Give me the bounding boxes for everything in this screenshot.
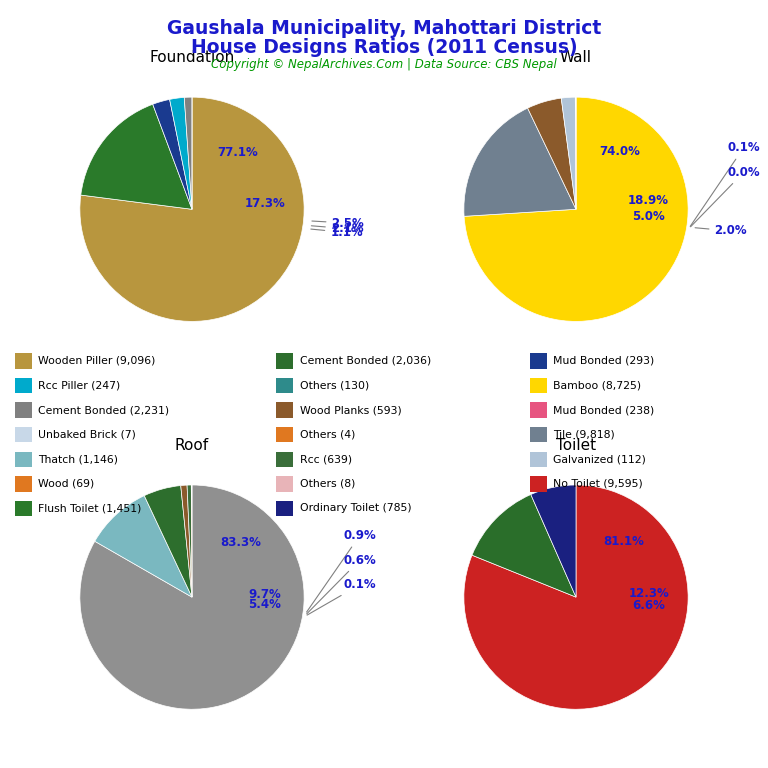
Wedge shape <box>472 495 576 598</box>
Text: Wood (69): Wood (69) <box>38 478 94 489</box>
Text: 0.1%: 0.1% <box>307 578 376 615</box>
Wedge shape <box>464 108 576 217</box>
Wedge shape <box>184 98 192 209</box>
Text: Cement Bonded (2,231): Cement Bonded (2,231) <box>38 405 170 415</box>
Text: Ordinary Toilet (785): Ordinary Toilet (785) <box>300 503 411 514</box>
Text: 74.0%: 74.0% <box>600 144 641 157</box>
Text: Unbaked Brick (7): Unbaked Brick (7) <box>38 429 136 440</box>
Text: 17.3%: 17.3% <box>244 197 285 210</box>
Text: Flush Toilet (1,451): Flush Toilet (1,451) <box>38 503 142 514</box>
Wedge shape <box>80 485 304 709</box>
Text: Copyright © NepalArchives.Com | Data Source: CBS Nepal: Copyright © NepalArchives.Com | Data Sou… <box>211 58 557 71</box>
Wedge shape <box>80 98 304 321</box>
Text: Cement Bonded (2,036): Cement Bonded (2,036) <box>300 356 431 366</box>
Text: Others (4): Others (4) <box>300 429 355 440</box>
Text: House Designs Ratios (2011 Census): House Designs Ratios (2011 Census) <box>190 38 578 58</box>
Text: 2.0%: 2.0% <box>695 224 747 237</box>
Text: 81.1%: 81.1% <box>603 535 644 548</box>
Text: 5.0%: 5.0% <box>632 210 665 223</box>
Text: Galvanized (112): Galvanized (112) <box>553 454 646 465</box>
Wedge shape <box>187 485 192 598</box>
Wedge shape <box>464 98 688 321</box>
Text: No Toilet (9,595): No Toilet (9,595) <box>553 478 643 489</box>
Title: Foundation: Foundation <box>149 50 235 65</box>
Text: 77.1%: 77.1% <box>217 146 258 159</box>
Text: 0.9%: 0.9% <box>306 529 376 612</box>
Text: 9.7%: 9.7% <box>249 588 281 601</box>
Text: 0.0%: 0.0% <box>690 166 760 227</box>
Text: Mud Bonded (293): Mud Bonded (293) <box>553 356 654 366</box>
Wedge shape <box>528 98 576 209</box>
Text: 0.6%: 0.6% <box>306 554 376 614</box>
Title: Toilet: Toilet <box>556 438 596 453</box>
Text: 18.9%: 18.9% <box>628 194 669 207</box>
Text: Rcc (639): Rcc (639) <box>300 454 352 465</box>
Text: Others (130): Others (130) <box>300 380 369 391</box>
Text: 5.4%: 5.4% <box>248 598 281 611</box>
Wedge shape <box>94 495 192 598</box>
Text: Bamboo (8,725): Bamboo (8,725) <box>553 380 641 391</box>
Title: Wall: Wall <box>560 50 592 65</box>
Wedge shape <box>464 485 688 710</box>
Text: 12.3%: 12.3% <box>628 587 669 600</box>
Wedge shape <box>170 98 192 209</box>
Text: 83.3%: 83.3% <box>220 536 261 549</box>
Wedge shape <box>81 104 192 209</box>
Wedge shape <box>561 98 576 209</box>
Text: Wooden Piller (9,096): Wooden Piller (9,096) <box>38 356 156 366</box>
Text: Others (8): Others (8) <box>300 478 355 489</box>
Text: Tile (9,818): Tile (9,818) <box>553 429 614 440</box>
Text: Thatch (1,146): Thatch (1,146) <box>38 454 118 465</box>
Wedge shape <box>144 485 192 598</box>
Wedge shape <box>153 99 192 209</box>
Text: 6.6%: 6.6% <box>632 599 665 612</box>
Text: Wood Planks (593): Wood Planks (593) <box>300 405 401 415</box>
Text: Mud Bonded (238): Mud Bonded (238) <box>553 405 654 415</box>
Text: 1.1%: 1.1% <box>311 226 362 239</box>
Text: Rcc Piller (247): Rcc Piller (247) <box>38 380 121 391</box>
Title: Roof: Roof <box>175 438 209 453</box>
Text: 0.1%: 0.1% <box>690 141 760 227</box>
Text: 2.1%: 2.1% <box>311 222 363 235</box>
Wedge shape <box>531 485 576 598</box>
Text: Gaushala Municipality, Mahottari District: Gaushala Municipality, Mahottari Distric… <box>167 19 601 38</box>
Text: 2.5%: 2.5% <box>312 217 364 230</box>
Wedge shape <box>180 485 192 598</box>
